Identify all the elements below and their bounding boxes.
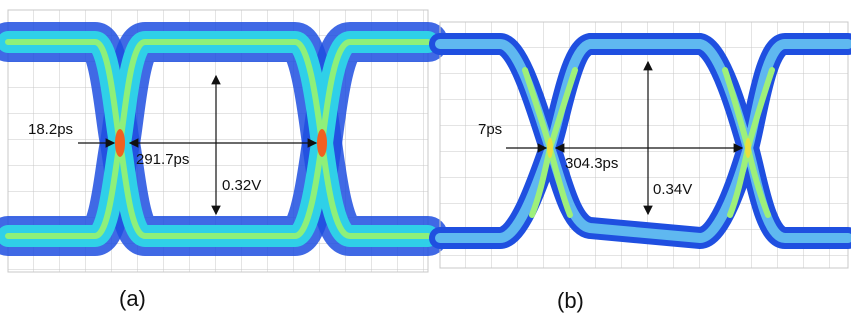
eye-diagram-a: 18.2ps 291.7ps 0.32V (a) — [8, 10, 428, 311]
eye-height-label: 0.34V — [653, 181, 692, 198]
eye-diagram-b: 7ps 304.3ps 0.34V (b) — [440, 22, 848, 313]
jitter-label: 7ps — [478, 121, 502, 138]
panel-caption: (b) — [557, 288, 584, 313]
figure: 18.2ps 291.7ps 0.32V (a) 7ps 304.3ps 0.3… — [0, 0, 851, 328]
eye-height-label: 0.32V — [222, 177, 261, 194]
panel-caption: (a) — [119, 286, 146, 311]
eye-width-label: 291.7ps — [136, 151, 189, 168]
eye-width-label: 304.3ps — [565, 155, 618, 172]
jitter-label: 18.2ps — [28, 121, 73, 138]
